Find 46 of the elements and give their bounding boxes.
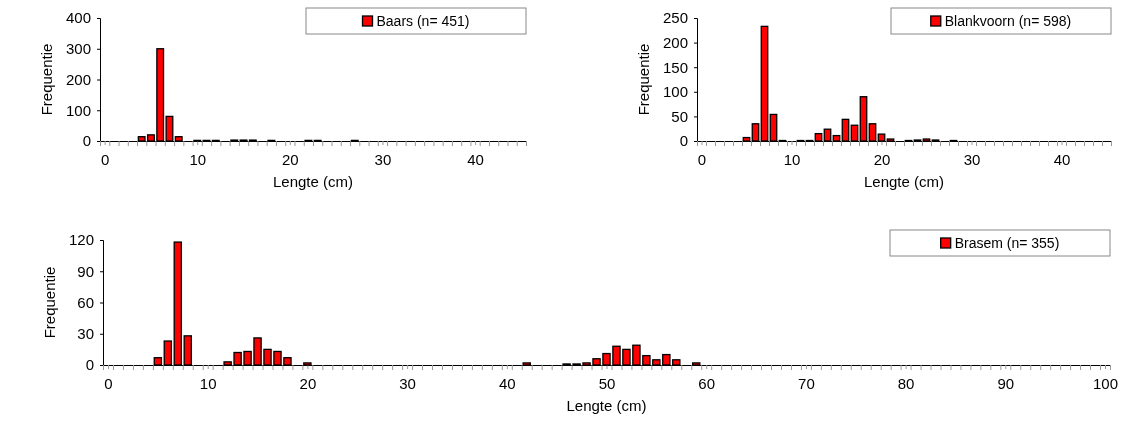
y-tick-label: 0 [85, 356, 94, 374]
x-tick-label: 30 [963, 150, 981, 168]
y-axis-title: Frequentie [41, 266, 58, 339]
x-axis-title: Lengte (cm) [863, 173, 945, 190]
x-axis-title: Lengte (cm) [272, 173, 354, 190]
y-axis-title: Frequentie [635, 43, 652, 116]
legend-label: Brasem (n= 355) [954, 234, 1060, 251]
y-tick-label: 200 [65, 70, 91, 88]
y-tick-label: 150 [662, 58, 688, 76]
y-tick-label: 200 [662, 33, 688, 51]
x-tick-label: 30 [374, 150, 392, 168]
x-tick-label: 40 [467, 150, 484, 168]
y-tick-label: 250 [662, 9, 688, 27]
x-tick-label: 20 [282, 150, 299, 168]
x-tick-label: 10 [189, 150, 207, 168]
x-tick-label: 20 [299, 374, 317, 392]
legend-label: Blankvoorn (n= 598) [944, 12, 1072, 29]
y-tick-label: 300 [65, 40, 91, 58]
x-tick-label: 20 [873, 150, 891, 168]
x-tick-label: 40 [1053, 150, 1071, 168]
x-tick-label: 50 [598, 374, 616, 392]
y-tick-label: 120 [68, 231, 94, 249]
legend-label: Baars (n= 451) [376, 12, 470, 29]
x-tick-label: 100 [1093, 374, 1119, 392]
x-axis-title: Lengte (cm) [566, 397, 647, 414]
y-tick-label: 90 [77, 262, 94, 280]
y-tick-label: 400 [65, 9, 91, 27]
x-tick-label: 80 [897, 374, 915, 392]
x-tick-label: 0 [697, 150, 707, 168]
y-tick-label: 30 [77, 325, 94, 343]
x-tick-label: 40 [498, 374, 516, 392]
y-tick-label: 50 [671, 107, 688, 125]
y-tick-label: 100 [662, 83, 688, 101]
x-tick-label: 10 [199, 374, 217, 392]
x-tick-label: 70 [798, 374, 815, 392]
y-axis-title: Frequentie [38, 43, 55, 116]
y-tick-label: 100 [65, 101, 91, 119]
y-tick-label: 0 [82, 132, 91, 150]
x-tick-label: 10 [783, 150, 801, 168]
y-tick-label: 60 [77, 293, 94, 311]
x-tick-label: 30 [399, 374, 416, 392]
x-tick-label: 60 [698, 374, 716, 392]
x-tick-label: 0 [104, 374, 113, 392]
x-tick-label: 90 [997, 374, 1015, 392]
x-tick-label: 0 [100, 150, 110, 168]
y-tick-label: 0 [679, 132, 688, 150]
